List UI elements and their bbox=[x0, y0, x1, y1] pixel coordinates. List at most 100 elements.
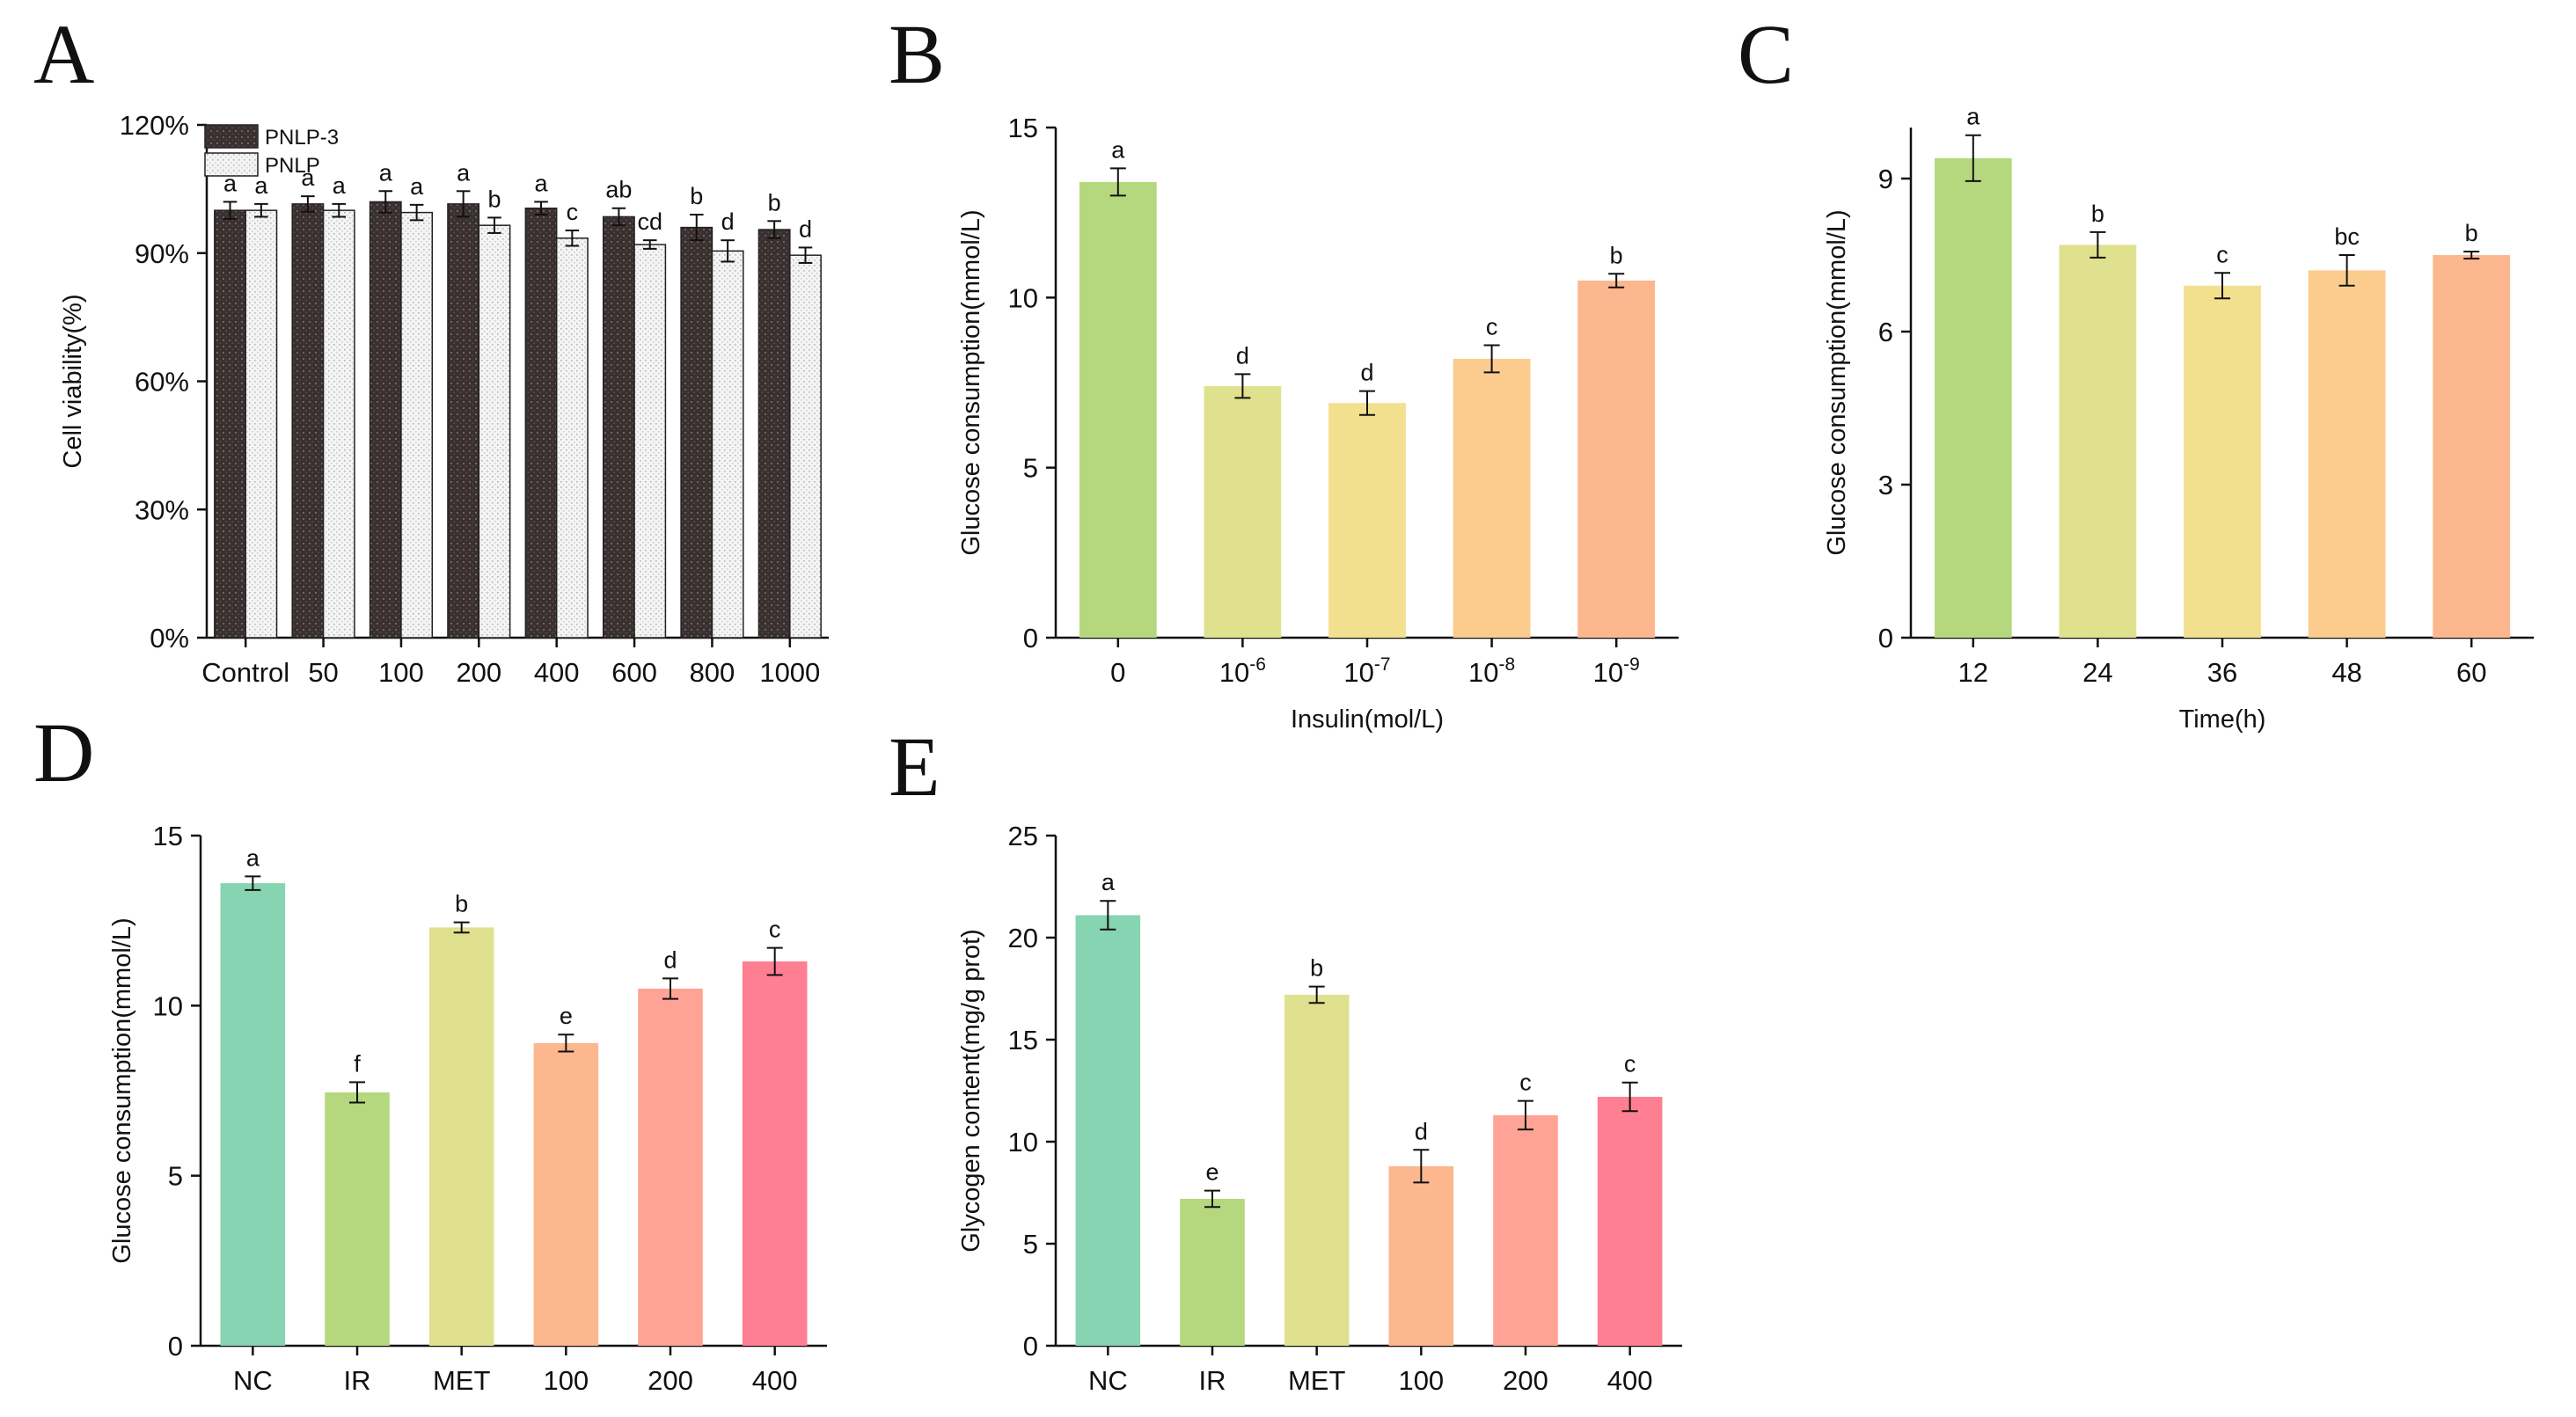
bar bbox=[1934, 157, 2012, 639]
bar bbox=[711, 250, 744, 639]
bar bbox=[757, 229, 791, 639]
y-tick-label: 30% bbox=[135, 494, 189, 525]
significance-label: cd bbox=[637, 208, 662, 235]
bar bbox=[220, 883, 286, 1346]
significance-label: a bbox=[246, 844, 260, 871]
x-tick-label: 48 bbox=[2331, 657, 2361, 688]
x-tick-label: NC bbox=[1088, 1365, 1128, 1396]
bar bbox=[1388, 1165, 1454, 1346]
significance-label: c bbox=[567, 199, 579, 225]
significance-label: d bbox=[721, 208, 735, 235]
bar bbox=[680, 226, 714, 639]
x-tick-label: 60 bbox=[2456, 657, 2486, 688]
x-tick-label: MET bbox=[1288, 1365, 1346, 1396]
y-tick-label: 25 bbox=[1008, 821, 1038, 851]
bar bbox=[428, 927, 494, 1346]
bar bbox=[325, 1092, 390, 1346]
significance-label: c bbox=[1519, 1070, 1532, 1096]
panel-letter-b: B bbox=[889, 7, 945, 101]
significance-label: d bbox=[1415, 1118, 1428, 1144]
legend-label-pnlp: PNLP bbox=[265, 154, 320, 178]
bar bbox=[1493, 1114, 1558, 1346]
x-tick-label: 800 bbox=[690, 657, 735, 688]
y-tick-label: 9 bbox=[1878, 164, 1893, 194]
y-tick-label: 5 bbox=[168, 1161, 183, 1192]
y-axis-title: Cell viability(%) bbox=[59, 294, 87, 468]
x-tick-label: 200 bbox=[648, 1365, 693, 1396]
x-tick-label: 24 bbox=[2082, 657, 2112, 688]
significance-label: b bbox=[1610, 242, 1623, 268]
bar bbox=[2433, 255, 2511, 638]
significance-label: a bbox=[254, 172, 268, 199]
x-tick-label: NC bbox=[233, 1365, 273, 1396]
chart-panel-e: 0 5 10 15 20 25 a NC e IR b MET d 100 c 200 c 400 Glycogen… bbox=[957, 821, 1682, 1396]
significance-label: a bbox=[223, 170, 238, 196]
significance-label: a bbox=[333, 172, 347, 199]
x-tick-label: 200 bbox=[456, 657, 501, 688]
significance-label: b bbox=[487, 186, 501, 212]
bar bbox=[369, 201, 402, 639]
significance-label: e bbox=[560, 1003, 573, 1029]
y-tick-label: 10 bbox=[153, 990, 183, 1021]
bar bbox=[1328, 403, 1406, 638]
bar bbox=[2308, 270, 2386, 638]
y-tick-label: 5 bbox=[1023, 453, 1038, 484]
bar bbox=[291, 203, 325, 639]
bar bbox=[1180, 1198, 1245, 1346]
y-tick-label: 0 bbox=[1023, 623, 1038, 654]
x-tick-label: 100 bbox=[543, 1365, 589, 1396]
y-tick-label: 0 bbox=[168, 1331, 183, 1362]
significance-label: a bbox=[410, 173, 424, 200]
y-tick-label: 60% bbox=[135, 367, 189, 398]
significance-label: d bbox=[1360, 360, 1373, 386]
bar bbox=[1204, 385, 1282, 638]
x-tick-label-base: 10 bbox=[1468, 657, 1498, 688]
bar bbox=[533, 1042, 599, 1346]
y-tick-label: 15 bbox=[1008, 1025, 1038, 1055]
bar bbox=[447, 203, 480, 639]
bar bbox=[400, 211, 434, 639]
x-tick-label: 600 bbox=[611, 657, 657, 688]
bar bbox=[1453, 358, 1531, 638]
x-tick-label: IR bbox=[344, 1365, 371, 1396]
significance-label: d bbox=[663, 946, 677, 973]
y-tick-label: 15 bbox=[1008, 113, 1038, 143]
significance-label: e bbox=[1205, 1159, 1218, 1186]
bar bbox=[1597, 1096, 1663, 1346]
x-tick-label: 400 bbox=[1607, 1365, 1653, 1396]
x-tick-label: 10-9 bbox=[1593, 654, 1640, 688]
significance-label: a bbox=[301, 164, 315, 191]
x-tick-label: 100 bbox=[378, 657, 424, 688]
bar bbox=[2184, 285, 2261, 638]
significance-label: c bbox=[1624, 1051, 1636, 1077]
significance-label: a bbox=[534, 170, 548, 196]
y-tick-label: 5 bbox=[1023, 1229, 1038, 1260]
x-tick-label-base: 10 bbox=[1343, 657, 1373, 688]
significance-label: a bbox=[1966, 104, 1980, 130]
x-tick-label: 36 bbox=[2207, 657, 2237, 688]
x-tick-label: IR bbox=[1199, 1365, 1226, 1396]
significance-label: b bbox=[2091, 201, 2104, 227]
significance-label: d bbox=[799, 215, 812, 242]
y-tick-label: 90% bbox=[135, 238, 189, 269]
bar bbox=[322, 209, 355, 639]
x-tick-label: 400 bbox=[534, 657, 580, 688]
bar bbox=[602, 215, 635, 639]
y-tick-label: 0 bbox=[1023, 1331, 1038, 1362]
significance-label: a bbox=[1111, 136, 1125, 163]
y-axis-title: Glucose consumption(mmol/L) bbox=[108, 917, 136, 1263]
significance-label: a bbox=[379, 159, 393, 186]
significance-label: b bbox=[690, 183, 703, 209]
x-tick-label: 1000 bbox=[759, 657, 820, 688]
bar bbox=[789, 254, 822, 639]
significance-label: d bbox=[1236, 342, 1249, 369]
y-tick-label: 20 bbox=[1008, 923, 1038, 953]
bar bbox=[245, 209, 278, 639]
x-tick-label-exponent: -7 bbox=[1374, 654, 1391, 675]
panel-letter-d: D bbox=[33, 705, 94, 800]
y-tick-label: 0% bbox=[150, 623, 189, 654]
